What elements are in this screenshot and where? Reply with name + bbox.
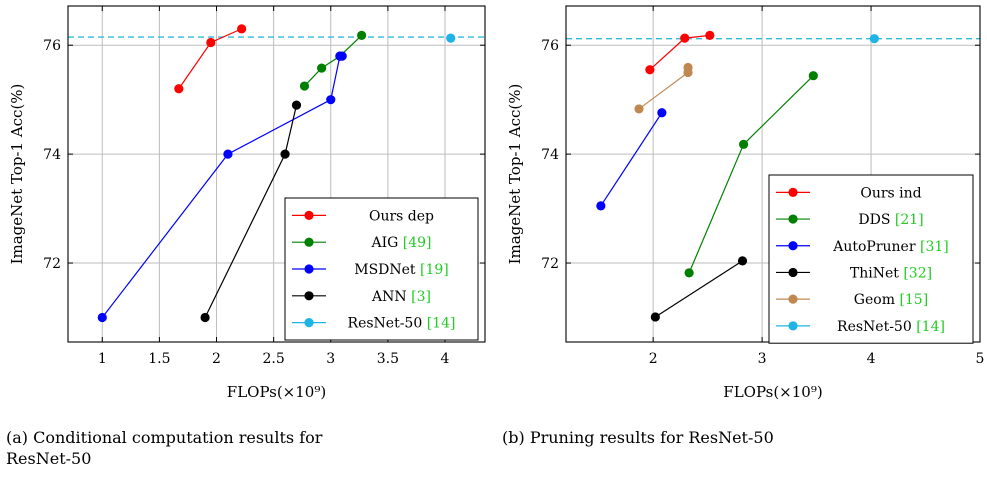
legend-label-dds: DDS [21] xyxy=(858,212,923,228)
legend-swatch-marker-ours-dep xyxy=(304,210,314,220)
data-point-resnet-50 xyxy=(869,34,879,44)
series-line-aig xyxy=(304,34,363,87)
data-point-aig xyxy=(317,63,327,73)
data-point-ours-ind xyxy=(705,30,715,41)
legend-citation[interactable]: [21] xyxy=(895,212,924,228)
legend-swatch-marker-dds xyxy=(788,214,798,224)
data-point-ours-dep xyxy=(237,24,247,34)
chart-panel-a: 1 1.5 2 2.5 3 3.5 4 72 74 76 FLOPs(×10⁹) ImageNet T… xyxy=(8,5,486,401)
legend-label-autopruner: AutoPruner [31] xyxy=(832,239,949,255)
legend-swatch-marker-aig xyxy=(304,237,314,247)
legend-swatch-marker-autopruner xyxy=(788,241,798,251)
series-line-thinet xyxy=(655,260,743,318)
data-point-ours-dep xyxy=(206,37,216,48)
legend: Ours ind DDS [21] AutoPruner [31] ThiNet [3… xyxy=(768,174,974,344)
x-axis-label: FLOPs(×10⁹) xyxy=(723,383,822,401)
data-point-thinet xyxy=(650,312,660,322)
x-tick-label: 4 xyxy=(867,351,876,367)
data-point-ours-ind xyxy=(645,65,655,75)
series-line-ours-dep xyxy=(178,28,242,90)
y-tick-label: 74 xyxy=(43,147,61,163)
x-tick-label: 4 xyxy=(441,351,450,367)
data-point-dds xyxy=(738,139,749,149)
x-tick-label: 3.5 xyxy=(377,351,399,367)
data-point-ann xyxy=(291,100,302,110)
legend-swatch-marker-resnet-50 xyxy=(304,318,314,328)
legend-swatch-marker-msdnet xyxy=(304,264,314,274)
legend-citation[interactable]: [14] xyxy=(427,316,456,332)
y-tick-label: 72 xyxy=(541,256,559,272)
data-point-dds xyxy=(808,71,818,81)
legend-citation[interactable]: [14] xyxy=(916,319,945,335)
plot-frame xyxy=(67,5,486,343)
data-point-geom xyxy=(634,104,644,114)
legend-citation[interactable]: [32] xyxy=(903,265,932,281)
legend-swatch-marker-ours-ind xyxy=(788,187,798,197)
legend-swatch-marker-thinet xyxy=(788,267,798,278)
x-tick-label: 3 xyxy=(758,351,767,367)
legend-label-thinet: ThiNet [32] xyxy=(850,265,932,281)
data-point-msdnet xyxy=(337,51,347,61)
data-point-autopruner xyxy=(657,108,667,118)
y-tick-label: 76 xyxy=(43,38,61,54)
y-tick-label: 74 xyxy=(541,147,559,163)
x-tick-label: 3 xyxy=(326,351,335,367)
data-point-msdnet xyxy=(326,95,336,105)
data-point-ours-ind xyxy=(680,33,690,43)
legend-label-resnet-50: ResNet-50 [14] xyxy=(348,316,456,332)
x-tick-label: 5 xyxy=(976,351,985,367)
legend-citation[interactable]: [49] xyxy=(403,235,432,251)
x-tick-label: 2 xyxy=(649,351,658,367)
x-tick-label: 2.5 xyxy=(263,351,285,367)
legend-label-msdnet: MSDNet [19] xyxy=(354,262,449,278)
data-point-aig xyxy=(299,81,310,91)
series-line-ann xyxy=(204,104,298,318)
data-point-thinet xyxy=(737,256,748,266)
legend-label-ours-dep: Ours dep xyxy=(369,208,434,224)
legend-box xyxy=(768,174,974,344)
y-tick-label: 76 xyxy=(541,38,559,54)
legend-swatch-marker-resnet-50 xyxy=(788,321,798,331)
data-point-msdnet xyxy=(97,312,107,323)
data-point-ours-dep xyxy=(174,84,184,94)
y-axis-label: ImageNet Top-1 Acc(%) xyxy=(506,84,524,265)
y-tick-label: 72 xyxy=(43,256,61,272)
data-point-aig xyxy=(357,30,367,41)
legend-swatch-marker-ann xyxy=(304,291,314,301)
legend-label-ours-ind: Ours ind xyxy=(860,185,921,201)
data-point-geom xyxy=(683,62,693,73)
legend-label-aig: AIG [49] xyxy=(370,235,431,251)
y-axis-label: ImageNet Top-1 Acc(%) xyxy=(8,84,26,265)
series-line-ours-ind xyxy=(649,34,710,71)
legend: Ours dep AIG [49] MSDNet [19] ANN [3] ResNet… xyxy=(284,197,479,341)
chart-panel-b: 2 3 4 5 72 74 76 FLOPs(×10⁹) ImageNet Top-1 Acc(… xyxy=(506,5,985,401)
x-tick-label: 1.5 xyxy=(148,351,170,367)
x-tick-label: 2 xyxy=(212,351,221,367)
legend-citation[interactable]: [19] xyxy=(420,262,449,278)
caption-a: (a) Conditional computation results for … xyxy=(6,428,323,468)
data-point-resnet-50 xyxy=(446,33,456,43)
data-point-ann xyxy=(200,312,210,323)
legend-citation[interactable]: [15] xyxy=(899,292,928,308)
legend-citation[interactable]: [3] xyxy=(411,289,431,305)
legend-label-geom: Geom [15] xyxy=(854,292,928,308)
data-point-msdnet xyxy=(223,149,233,159)
series-line-geom xyxy=(638,67,689,110)
series-line-autopruner xyxy=(600,112,663,207)
legend-swatch-marker-geom xyxy=(788,294,798,304)
data-point-dds xyxy=(684,268,694,278)
x-tick-label: 1 xyxy=(98,351,107,367)
legend-label-ann: ANN [3] xyxy=(371,289,431,305)
data-point-ann xyxy=(280,149,290,159)
legend-label-resnet-50: ResNet-50 [14] xyxy=(837,319,945,335)
x-axis-label: FLOPs(×10⁹) xyxy=(227,383,326,401)
data-point-autopruner xyxy=(596,201,606,211)
caption-b: (b) Pruning results for ResNet-50 xyxy=(502,428,774,447)
legend-citation[interactable]: [31] xyxy=(920,239,949,255)
